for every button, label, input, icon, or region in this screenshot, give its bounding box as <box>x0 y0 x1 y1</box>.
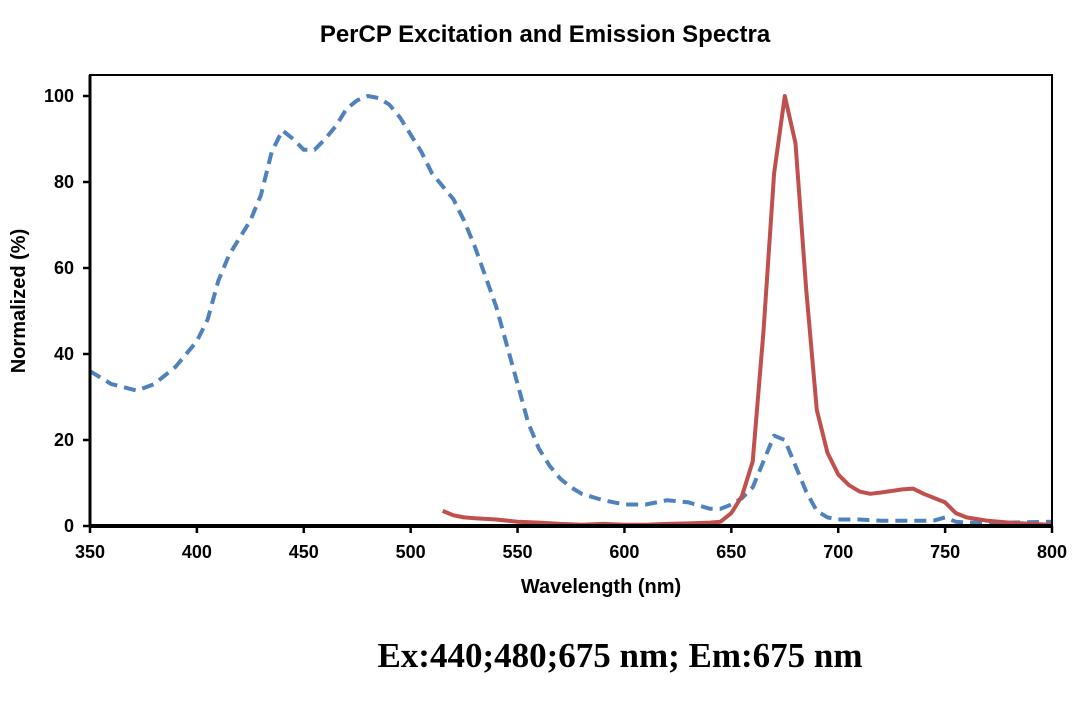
x-tick-label: 750 <box>930 542 960 562</box>
spectra-chart: PerCP Excitation and Emission Spectra 35… <box>8 21 1067 598</box>
x-tick-label: 400 <box>182 542 212 562</box>
x-tick-label: 700 <box>823 542 853 562</box>
x-tick-label: 800 <box>1037 542 1067 562</box>
y-tick-label: 0 <box>64 516 74 536</box>
x-axis-label: Wavelength (nm) <box>521 576 681 598</box>
y-tick-label: 80 <box>54 172 74 192</box>
plot-frame <box>89 74 1053 527</box>
y-axis-label: Normalized (%) <box>8 229 30 373</box>
y-tick-label: 20 <box>54 430 74 450</box>
x-tick-label: 500 <box>396 542 426 562</box>
chart-title: PerCP Excitation and Emission Spectra <box>320 21 771 48</box>
y-tick-label: 60 <box>54 258 74 278</box>
emission-series-line <box>441 94 1053 527</box>
x-tick-label: 550 <box>503 542 533 562</box>
x-tick-label: 600 <box>609 542 639 562</box>
caption: Ex:440;480;675 nm; Em:675 nm <box>377 636 863 675</box>
x-tick-label: 350 <box>75 542 105 562</box>
y-tick-label: 100 <box>44 86 74 106</box>
y-tick-label: 40 <box>54 344 74 364</box>
plot-area: 350 400 450 500 550 600 650 700 750 800 0 20 40 60 80 1… <box>44 74 1067 562</box>
x-tick-label: 450 <box>289 542 319 562</box>
excitation-series-line <box>88 94 1053 525</box>
x-tick-label: 650 <box>716 542 746 562</box>
